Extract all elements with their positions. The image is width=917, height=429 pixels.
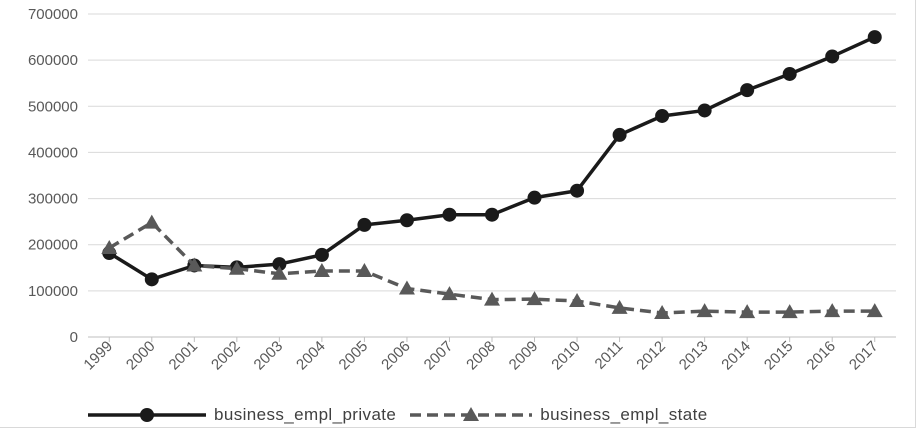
data-point bbox=[399, 213, 414, 228]
data-point bbox=[526, 291, 543, 306]
y-tick-label: 200000 bbox=[28, 237, 78, 254]
data-point bbox=[781, 304, 798, 319]
data-point bbox=[782, 66, 797, 81]
x-tick-label: 2009 bbox=[506, 338, 542, 374]
x-tick-label: 2017 bbox=[846, 338, 882, 374]
data-point bbox=[697, 103, 712, 118]
data-point bbox=[143, 214, 160, 229]
data-point bbox=[867, 30, 882, 45]
data-point bbox=[186, 257, 203, 272]
data-point bbox=[485, 207, 499, 222]
legend: business_empl_private business_empl_stat… bbox=[88, 403, 722, 427]
series-lines bbox=[101, 30, 883, 320]
data-point bbox=[866, 303, 883, 318]
y-tick-label: 600000 bbox=[28, 52, 78, 69]
x-axis-tick-labels: 1999 2000 2001 2002 2003 2004 2005 2006 2007 2008… bbox=[80, 338, 881, 374]
y-tick-label: 500000 bbox=[28, 98, 78, 115]
data-point bbox=[655, 108, 670, 123]
data-point bbox=[442, 207, 457, 222]
x-tick-label: 2010 bbox=[548, 338, 584, 374]
gridlines bbox=[88, 13, 896, 342]
x-tick-label: 2003 bbox=[251, 338, 287, 374]
data-point bbox=[484, 291, 500, 306]
data-point bbox=[357, 217, 372, 232]
data-point bbox=[611, 299, 628, 314]
x-tick-label: 2011 bbox=[592, 338, 627, 373]
y-tick-label: 0 bbox=[70, 329, 78, 346]
data-point bbox=[570, 183, 585, 198]
legend-item-state: business_empl_state bbox=[410, 405, 707, 425]
data-point bbox=[313, 263, 330, 278]
x-tick-label: 2004 bbox=[293, 338, 329, 374]
y-tick-label: 700000 bbox=[28, 6, 78, 23]
x-tick-label: 2016 bbox=[803, 338, 839, 374]
x-tick-label: 2015 bbox=[761, 338, 797, 374]
x-tick-label: 2005 bbox=[336, 338, 372, 374]
legend-label-private: business_empl_private bbox=[214, 405, 397, 424]
x-tick-label: 2008 bbox=[463, 338, 499, 374]
x-tick-label: 2012 bbox=[633, 338, 669, 374]
data-point bbox=[739, 304, 756, 319]
x-tick-label: 2013 bbox=[676, 338, 712, 374]
data-point bbox=[527, 190, 542, 205]
legend-swatch-circle-icon bbox=[88, 408, 206, 422]
data-point bbox=[272, 257, 287, 272]
data-point bbox=[654, 305, 671, 320]
x-tick-label: 1999 bbox=[80, 338, 116, 374]
data-point bbox=[398, 280, 415, 295]
data-point bbox=[825, 49, 840, 64]
data-point bbox=[612, 127, 627, 142]
data-point bbox=[441, 286, 458, 301]
series-state bbox=[101, 214, 883, 320]
series-private bbox=[102, 30, 882, 287]
x-tick-label: 2002 bbox=[208, 338, 244, 374]
x-tick-label: 2006 bbox=[378, 338, 414, 374]
data-point bbox=[314, 247, 329, 262]
legend-swatch-triangle-icon bbox=[410, 407, 533, 421]
data-point bbox=[569, 293, 586, 308]
x-tick-label: 2001 bbox=[166, 338, 202, 374]
y-axis-tick-labels: 0 100000 200000 300000 400000 500000 600000 700… bbox=[28, 6, 78, 346]
data-point bbox=[824, 303, 841, 318]
y-tick-label: 400000 bbox=[28, 144, 78, 161]
data-point bbox=[228, 260, 245, 275]
legend-item-private: business_empl_private bbox=[88, 405, 396, 425]
x-tick-label: 2007 bbox=[421, 338, 457, 374]
data-point bbox=[740, 83, 755, 98]
x-tick-label: 2014 bbox=[718, 338, 754, 374]
y-tick-label: 100000 bbox=[28, 283, 78, 300]
series-line bbox=[108, 35, 876, 282]
data-point bbox=[144, 272, 159, 287]
y-tick-label: 300000 bbox=[28, 191, 78, 208]
legend-label-state: business_empl_state bbox=[540, 405, 708, 424]
data-point bbox=[101, 239, 118, 254]
data-point bbox=[271, 265, 288, 280]
x-tick-label: 2000 bbox=[123, 338, 159, 374]
data-point bbox=[696, 303, 713, 318]
data-point bbox=[356, 263, 373, 278]
